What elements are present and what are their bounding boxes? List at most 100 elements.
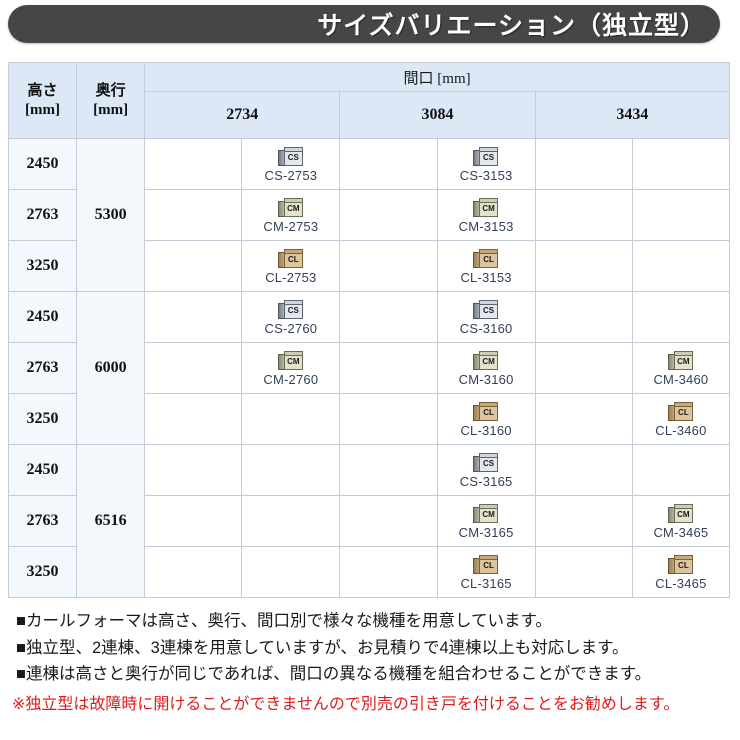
spacer-cell xyxy=(339,546,438,598)
model-cell-empty xyxy=(241,546,341,598)
model-cell-empty xyxy=(241,393,341,445)
model-cell[interactable]: CS CS-3160 xyxy=(436,291,536,343)
spacer-cell xyxy=(144,444,243,496)
box-cm-icon: CM xyxy=(473,503,499,525)
model-cell-empty xyxy=(631,291,731,343)
model-label: CM-2753 xyxy=(263,218,319,234)
model-cell-empty xyxy=(631,240,731,292)
box-cm-icon: CM xyxy=(473,197,499,219)
depth-value: 6516 xyxy=(76,444,146,598)
model-label: CL-3460 xyxy=(655,422,707,438)
box-cm-icon: CM xyxy=(277,197,304,219)
model-cell[interactable]: CM CM-3165 xyxy=(436,495,536,547)
model-cell-empty xyxy=(241,495,341,547)
spacer-cell xyxy=(144,138,243,190)
model-cell[interactable]: CS CS-2760 xyxy=(241,291,341,343)
height-value: 2763 xyxy=(7,495,78,547)
box-cs-icon: CS xyxy=(473,299,499,321)
model-label: CM-2760 xyxy=(263,371,319,387)
model-cell[interactable]: CM CM-2753 xyxy=(241,189,341,241)
box-cs-icon: CS xyxy=(277,146,304,168)
model-cell[interactable]: CM CM-2760 xyxy=(241,342,341,394)
model-cell[interactable]: CL CL-3153 xyxy=(436,240,536,292)
depth-value: 6000 xyxy=(76,291,146,445)
model-cell-empty xyxy=(631,138,731,190)
header-frontage-span: 間口 [mm] xyxy=(144,62,730,92)
spacer-cell xyxy=(534,342,633,394)
footnote-item: ■カールフォーマは高さ、奥行、間口別で様々な機種を用意しています。 xyxy=(16,612,552,630)
height-value: 2763 xyxy=(7,189,78,241)
model-label: CL-3165 xyxy=(460,575,512,591)
model-cell-empty xyxy=(241,444,341,496)
table-row: 2763 CM CM-2753 CM CM-3153 xyxy=(7,189,731,241)
size-variation-table: 高さ [mm] 奥行 [mm] 間口 [mm] 2734 3084 3434 245… xyxy=(7,62,731,598)
box-cm-icon: CM xyxy=(473,350,499,372)
model-cell[interactable]: CL CL-3460 xyxy=(631,393,731,445)
spacer-cell xyxy=(339,444,438,496)
spacer-cell xyxy=(339,495,438,547)
spacer-cell xyxy=(339,138,438,190)
model-cell[interactable]: CL CL-3160 xyxy=(436,393,536,445)
table-row: 2763 CM CM-2760 CM CM-3160 CM CM-3460 xyxy=(7,342,731,394)
table-head-row-span: 高さ [mm] 奥行 [mm] 間口 [mm] xyxy=(7,62,730,139)
model-cell[interactable]: CL CL-3465 xyxy=(631,546,731,598)
table-row: 3250 CL CL-3165 CL CL-3465 xyxy=(7,546,731,598)
model-label: CM-3153 xyxy=(458,218,514,234)
model-label: CS-3160 xyxy=(459,320,513,336)
box-cs-icon: CS xyxy=(277,299,304,321)
height-value: 3250 xyxy=(7,546,78,598)
header-height-label-line2: [mm] xyxy=(25,101,61,118)
box-cl-icon: CL xyxy=(473,248,499,270)
model-cell[interactable]: CS CS-3153 xyxy=(436,138,536,190)
height-value: 3250 xyxy=(7,240,78,292)
box-cl-icon: CL xyxy=(667,554,694,576)
spacer-cell xyxy=(144,189,243,241)
table-row: 2763 CM CM-3165 CM CM-3465 xyxy=(7,495,731,547)
header-height-label-line1: 高さ xyxy=(27,82,58,99)
title-banner: サイズバリエーション（独立型） xyxy=(0,0,740,46)
header-width-2734: 2734 xyxy=(144,91,341,139)
spacer-cell xyxy=(144,291,243,343)
model-cell[interactable]: CL CL-2753 xyxy=(241,240,341,292)
height-value: 2450 xyxy=(7,138,78,190)
box-cm-icon: CM xyxy=(667,503,694,525)
header-height-corner: 高さ [mm] xyxy=(7,62,78,139)
model-label: CM-3165 xyxy=(458,524,514,540)
header-depth-label-line1: 奥行 xyxy=(95,82,126,99)
spacer-cell xyxy=(534,546,633,598)
model-cell[interactable]: CM CM-3465 xyxy=(631,495,731,547)
model-cell[interactable]: CM CM-3153 xyxy=(436,189,536,241)
model-cell[interactable]: CS CS-3165 xyxy=(436,444,536,496)
model-label: CM-3460 xyxy=(653,371,709,387)
spacer-cell xyxy=(339,342,438,394)
page-title: サイズバリエーション（独立型） xyxy=(317,12,706,40)
model-cell[interactable]: CM CM-3160 xyxy=(436,342,536,394)
spacer-cell xyxy=(534,240,633,292)
spacer-cell xyxy=(339,291,438,343)
model-cell[interactable]: CM CM-3460 xyxy=(631,342,731,394)
height-value: 2450 xyxy=(7,444,78,496)
model-cell[interactable]: CL CL-3165 xyxy=(436,546,536,598)
spacer-cell xyxy=(339,240,438,292)
box-cl-icon: CL xyxy=(473,554,499,576)
model-label: CL-3160 xyxy=(460,422,512,438)
table-row: 3250 CL CL-2753 CL CL-3153 xyxy=(7,240,731,292)
spacer-cell xyxy=(534,444,633,496)
box-cl-icon: CL xyxy=(473,401,499,423)
height-value: 2763 xyxy=(7,342,78,394)
box-cm-icon: CM xyxy=(667,350,694,372)
box-cl-icon: CL xyxy=(277,248,304,270)
spacer-cell xyxy=(534,291,633,343)
model-label: CL-2753 xyxy=(265,269,317,285)
model-cell[interactable]: CS CS-2753 xyxy=(241,138,341,190)
model-label: CS-3165 xyxy=(459,473,513,489)
model-label: CL-3153 xyxy=(460,269,512,285)
spacer-cell xyxy=(144,495,243,547)
spacer-cell xyxy=(144,240,243,292)
header-width-3084: 3084 xyxy=(339,91,536,139)
model-label: CS-3153 xyxy=(459,167,513,183)
box-cl-icon: CL xyxy=(667,401,694,423)
header-width-3434: 3434 xyxy=(534,91,731,139)
model-label: CL-3465 xyxy=(655,575,707,591)
model-cell-empty xyxy=(631,444,731,496)
